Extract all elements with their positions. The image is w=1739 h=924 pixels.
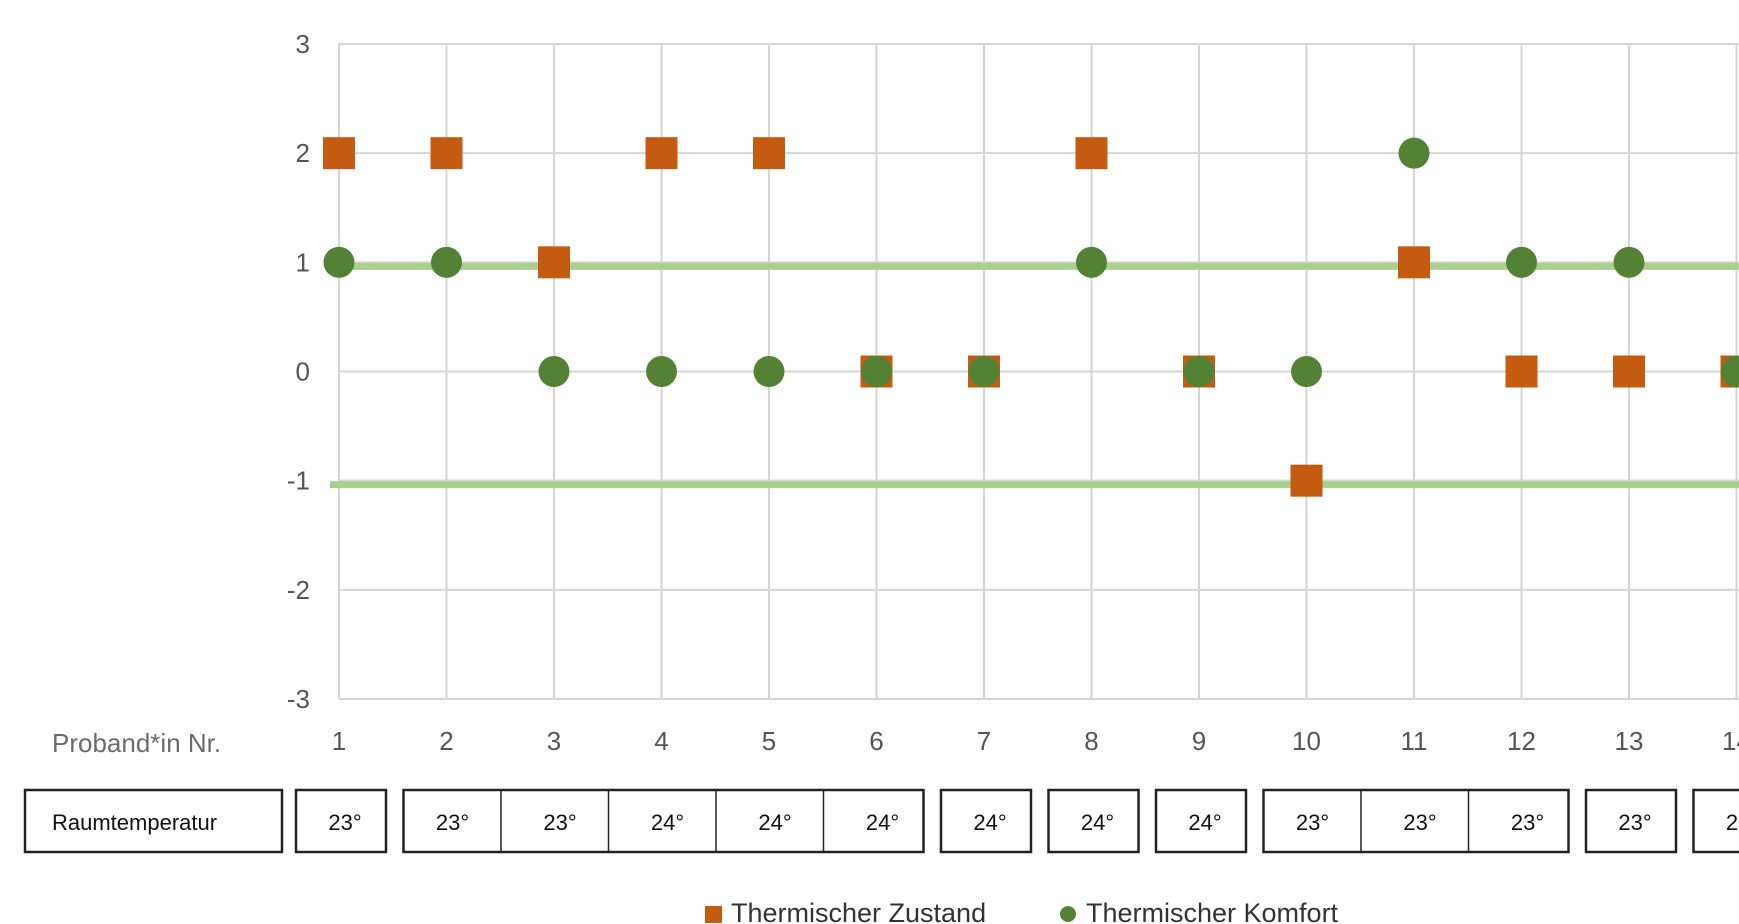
table-group xyxy=(1047,788,1140,854)
table-group xyxy=(294,788,388,854)
data-point-circle xyxy=(753,356,785,387)
x-tick-label: 2 xyxy=(439,726,453,756)
x-tick-label: 4 xyxy=(654,726,668,756)
table-cell: 23° xyxy=(1296,810,1329,835)
y-tick-label: 3 xyxy=(296,29,310,59)
y-tick-label: -2 xyxy=(287,575,310,605)
table-cell: 23° xyxy=(1403,810,1436,835)
legend-item: Thermischer Zustand xyxy=(705,898,986,924)
series-thermischer-zustand xyxy=(323,137,1739,497)
table-label-text: Raumtemperatur xyxy=(52,810,217,835)
table-cell: 23° xyxy=(436,810,469,835)
legend-label: Thermischer Zustand xyxy=(731,898,986,924)
legend: Thermischer Zustand Thermischer Komfort xyxy=(705,898,1339,924)
legend-circle-marker xyxy=(1060,906,1076,922)
series-thermischer-komfort xyxy=(323,137,1739,387)
data-point-circle xyxy=(861,356,892,387)
legend-label: Thermischer Komfort xyxy=(1086,898,1339,924)
data-point-circle xyxy=(968,356,1000,387)
data-point-square xyxy=(1398,246,1430,279)
table-group xyxy=(939,788,1033,854)
table-group xyxy=(1262,788,1570,854)
data-point-circle xyxy=(1506,246,1537,278)
table-cell: 23° xyxy=(1511,810,1544,835)
x-tick-label: 13 xyxy=(1615,726,1644,756)
x-tick-label: 11 xyxy=(1401,726,1428,756)
table-cell: 24° xyxy=(758,810,791,835)
x-tick-label: 9 xyxy=(1192,726,1206,756)
data-point-square xyxy=(1613,355,1645,388)
x-tick-label: 10 xyxy=(1292,726,1321,756)
data-point-circle xyxy=(1183,356,1215,387)
data-point-circle xyxy=(1613,246,1645,278)
y-tick-label: 1 xyxy=(296,247,310,277)
table-group xyxy=(1584,788,1678,854)
x-tick-label: 12 xyxy=(1507,726,1536,756)
y-tick-label: -1 xyxy=(287,466,310,496)
data-point-circle xyxy=(1076,246,1107,278)
table-cell: 23° xyxy=(328,810,361,835)
table-group xyxy=(402,788,925,854)
data-point-circle xyxy=(646,356,677,387)
data-point-square xyxy=(1075,137,1108,170)
data-point-circle xyxy=(323,246,355,278)
data-point-circle xyxy=(1721,356,1739,387)
data-point-square xyxy=(323,137,355,170)
data-point-square xyxy=(753,137,785,170)
data-point-square xyxy=(1505,355,1538,388)
x-tick-label: 14 xyxy=(1722,726,1739,756)
table-cell: 24° xyxy=(973,810,1006,835)
data-point-square xyxy=(430,137,463,170)
x-axis-ticks: 1234567891011121314 xyxy=(332,726,1739,756)
table-cell: 23° xyxy=(1618,810,1651,835)
table-cell: 24° xyxy=(1081,810,1114,835)
table-group xyxy=(1154,788,1248,854)
x-tick-label: 5 xyxy=(762,726,776,756)
data-point-circle xyxy=(431,246,462,278)
y-axis-ticks: 3 2 1 0 -1 -2 -3 xyxy=(287,29,310,714)
data-point-square xyxy=(538,246,570,279)
legend-square-marker xyxy=(705,906,722,923)
data-point-square xyxy=(645,137,678,170)
x-tick-label: 1 xyxy=(332,726,346,756)
x-axis-label: Proband*in Nr. xyxy=(52,728,221,758)
x-tick-label: 3 xyxy=(547,726,561,756)
temperature-table: Raumtemperatur 23° 23° 23° 24° 24° 24° 24° 24° 24… xyxy=(23,788,1739,854)
table-cell: 23° xyxy=(543,810,576,835)
y-tick-label: -3 xyxy=(287,684,310,714)
table-cell: 24° xyxy=(866,810,899,835)
data-point-circle xyxy=(1291,356,1322,387)
table-label-cell xyxy=(23,788,284,854)
y-tick-label: 0 xyxy=(296,357,310,387)
data-point-square xyxy=(1290,464,1323,497)
x-tick-label: 6 xyxy=(869,726,883,756)
y-tick-label: 2 xyxy=(296,138,310,168)
x-tick-label: 8 xyxy=(1084,726,1098,756)
legend-item: Thermischer Komfort xyxy=(1060,898,1339,924)
series-layer xyxy=(323,137,1739,497)
data-point-circle xyxy=(1398,137,1430,169)
table-cell: 23° xyxy=(1726,810,1739,835)
table-cell: 24° xyxy=(651,810,684,835)
x-tick-label: 7 xyxy=(977,726,991,756)
data-point-circle xyxy=(538,356,570,387)
table-cell: 24° xyxy=(1188,810,1221,835)
